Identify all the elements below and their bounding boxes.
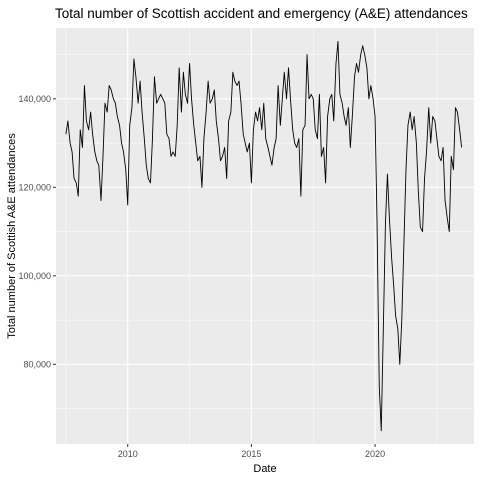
- y-axis: 80,000 100,000 120,000 140,000: [18, 94, 56, 369]
- x-axis: 2010 2015 2020: [118, 444, 385, 459]
- x-tick-label: 2020: [365, 449, 385, 459]
- minor-grid: [56, 28, 474, 444]
- y-axis-title: Total number of Scottish A&E attendances: [6, 133, 18, 339]
- y-tick-label: 80,000: [23, 359, 51, 369]
- series-line: [65, 40, 463, 432]
- major-grid: [56, 28, 474, 444]
- plot-panel: [56, 28, 474, 444]
- y-tick-label: 140,000: [18, 94, 51, 104]
- x-tick-label: 2010: [118, 449, 138, 459]
- y-tick-label: 100,000: [18, 271, 51, 281]
- x-axis-title: Date: [253, 463, 276, 475]
- chart-title: Total number of Scottish accident and em…: [55, 6, 468, 21]
- x-tick-label: 2015: [241, 449, 261, 459]
- y-tick-label: 120,000: [18, 182, 51, 192]
